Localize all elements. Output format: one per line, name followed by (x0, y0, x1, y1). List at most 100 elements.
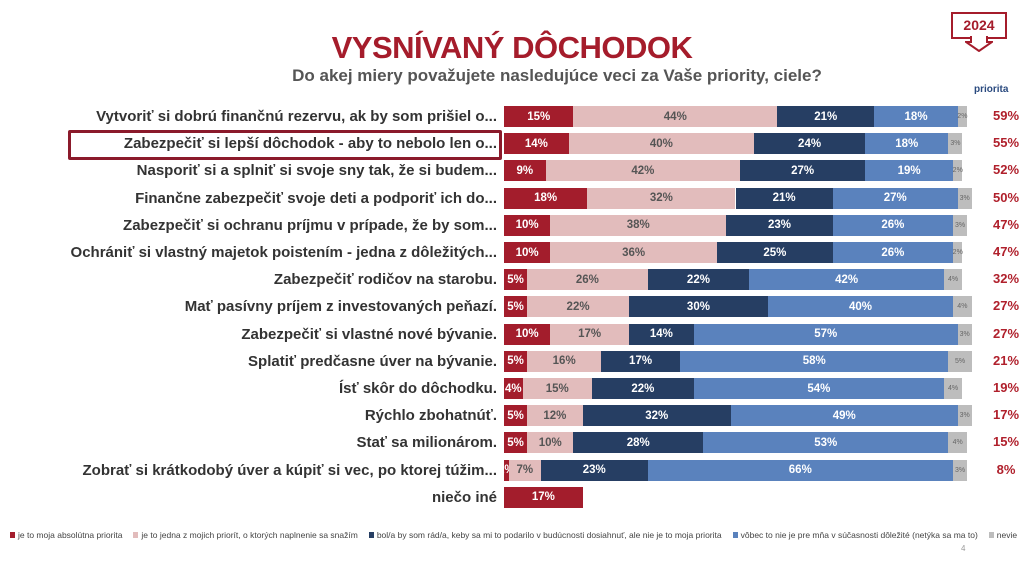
bar-segment-1: 5% (504, 269, 528, 291)
bar-segment-2: 7% (508, 459, 542, 481)
bar-segment-5: 4% (943, 269, 963, 291)
data-label: 58% (802, 355, 826, 368)
category-label: Zabezpečiť rodičov na starobu. (273, 271, 497, 289)
data-label: 53% (814, 436, 838, 449)
bar-segment-2: 26% (527, 269, 648, 291)
category-label: Rýchlo zbohatnúť. (364, 407, 497, 425)
bar-segment-3: 22% (591, 378, 694, 399)
data-label: 19% (897, 164, 921, 177)
page-number: 4 (961, 544, 966, 553)
bar-segment-5: 3% (957, 405, 972, 427)
data-label: 2% (957, 113, 968, 120)
bar-segment-5: 3% (957, 187, 972, 209)
bar-segment-2: 10% (527, 432, 574, 454)
data-label: 27% (883, 192, 907, 205)
category-label: Zobrať si krátkodobý úver a kúpiť si vec… (82, 461, 497, 479)
bar-segment-3: 22% (647, 269, 750, 291)
data-label: 23% (767, 219, 791, 232)
data-label: 10% (515, 219, 539, 232)
data-label: 3% (954, 221, 966, 229)
data-label: 3% (959, 194, 970, 202)
data-label: 26% (881, 219, 905, 232)
data-label: 66% (788, 464, 812, 477)
arrow-down-icon (965, 36, 993, 52)
data-label: 40% (848, 300, 873, 313)
legend-swatch (10, 532, 15, 538)
data-label: 54% (807, 382, 831, 395)
data-label: 57% (814, 328, 838, 341)
priority-total: 50% (992, 189, 1020, 205)
bar-segment-3: 17% (601, 350, 680, 372)
legend-item: je to jedna z mojich priorít, o ktorých … (133, 530, 358, 540)
data-label: 42% (835, 273, 859, 286)
bar-segment-4: 19% (865, 160, 954, 182)
legend-swatch (732, 532, 738, 538)
bar-segment-4: 18% (874, 106, 958, 127)
data-label: 4% (948, 276, 959, 284)
bar-segment-2: 38% (550, 214, 727, 236)
legend-label: nevie (996, 530, 1018, 540)
bar-segment-4: 53% (703, 432, 949, 454)
data-label: 18% (904, 110, 928, 123)
data-label: 4% (952, 439, 963, 447)
bar-segment-4: 49% (730, 405, 958, 427)
data-label: 4% (957, 303, 968, 311)
bar-segment-5: 4% (948, 432, 967, 454)
legend-label: je to moja absolútna priorita (18, 530, 123, 540)
priority-total: 27% (992, 298, 1020, 314)
category-label: Ísť skôr do dôchodku. (338, 380, 497, 397)
data-label: 26% (575, 273, 599, 286)
bar-segment-4: 54% (693, 378, 944, 399)
priority-total: 27% (992, 325, 1020, 341)
bar-segment-1: 5% (504, 296, 528, 318)
bar-segment-3: 21% (777, 106, 875, 127)
bar-segment-4: 18% (865, 133, 949, 155)
bar-segment-4: 58% (679, 350, 949, 372)
bar-segment-3: 30% (629, 296, 768, 318)
bar-segment-2: 32% (587, 187, 736, 209)
question-subtitle: Do akej miery považujete nasledujúce vec… (292, 66, 822, 85)
data-label: 44% (663, 110, 687, 123)
bar-segment-1: 17% (504, 486, 583, 508)
data-label: 4% (504, 382, 522, 395)
bar-segment-1: 4% (504, 378, 523, 399)
bar-segment-3: 23% (726, 214, 833, 236)
priority-total: 8% (996, 461, 1016, 477)
data-label: 24% (798, 137, 822, 150)
category-label: Vytvoriť si dobrú finančnú rezervu, ak b… (96, 108, 497, 125)
bar-segment-1: 10% (504, 323, 551, 345)
bar-segment-1: 10% (504, 214, 551, 236)
data-label: 5% (507, 355, 524, 368)
data-label: 3% (959, 330, 970, 338)
data-label: 18% (534, 192, 558, 205)
category-label: Finančne zabezpečiť svoje deti a podpori… (135, 189, 497, 207)
data-label: 17% (629, 355, 653, 368)
bar-segment-3: 14% (629, 323, 694, 345)
data-label: 36% (622, 246, 646, 259)
data-label: 18% (895, 137, 919, 150)
data-label: 12% (543, 409, 567, 422)
category-label: Zabezpečiť si lepší dôchodok - aby to ne… (123, 135, 497, 153)
data-label: 28% (626, 436, 650, 449)
data-label: 15% (527, 110, 551, 123)
bar-segment-1: 9% (504, 160, 546, 182)
legend-label: vôbec to nie je pre mňa v súčasnosti dôl… (740, 530, 978, 540)
bar-segment-3: 24% (754, 133, 866, 155)
bar-segment-4: 42% (749, 269, 944, 291)
bar-segment-5: 3% (953, 214, 967, 236)
legend-item: vôbec to nie je pre mňa v súčasnosti dôl… (732, 530, 978, 540)
data-label: 5% (507, 300, 524, 313)
bar-segment-2: 15% (522, 378, 592, 399)
bar-segment-1: 14% (504, 133, 569, 155)
data-label: 15% (545, 382, 569, 395)
bar-segment-2: 17% (550, 323, 629, 345)
bar-segment-1: 10% (504, 242, 551, 263)
data-label: 21% (814, 110, 838, 123)
bar-segment-5: 2% (957, 106, 968, 127)
category-label: Zabezpečiť si vlastné nové bývanie. (241, 325, 497, 343)
data-label: 22% (566, 300, 590, 313)
bar-segment-2: 44% (573, 106, 778, 127)
bar-segment-1: 5% (504, 405, 528, 427)
data-label: 16% (552, 355, 576, 368)
data-label: 27% (791, 164, 815, 177)
